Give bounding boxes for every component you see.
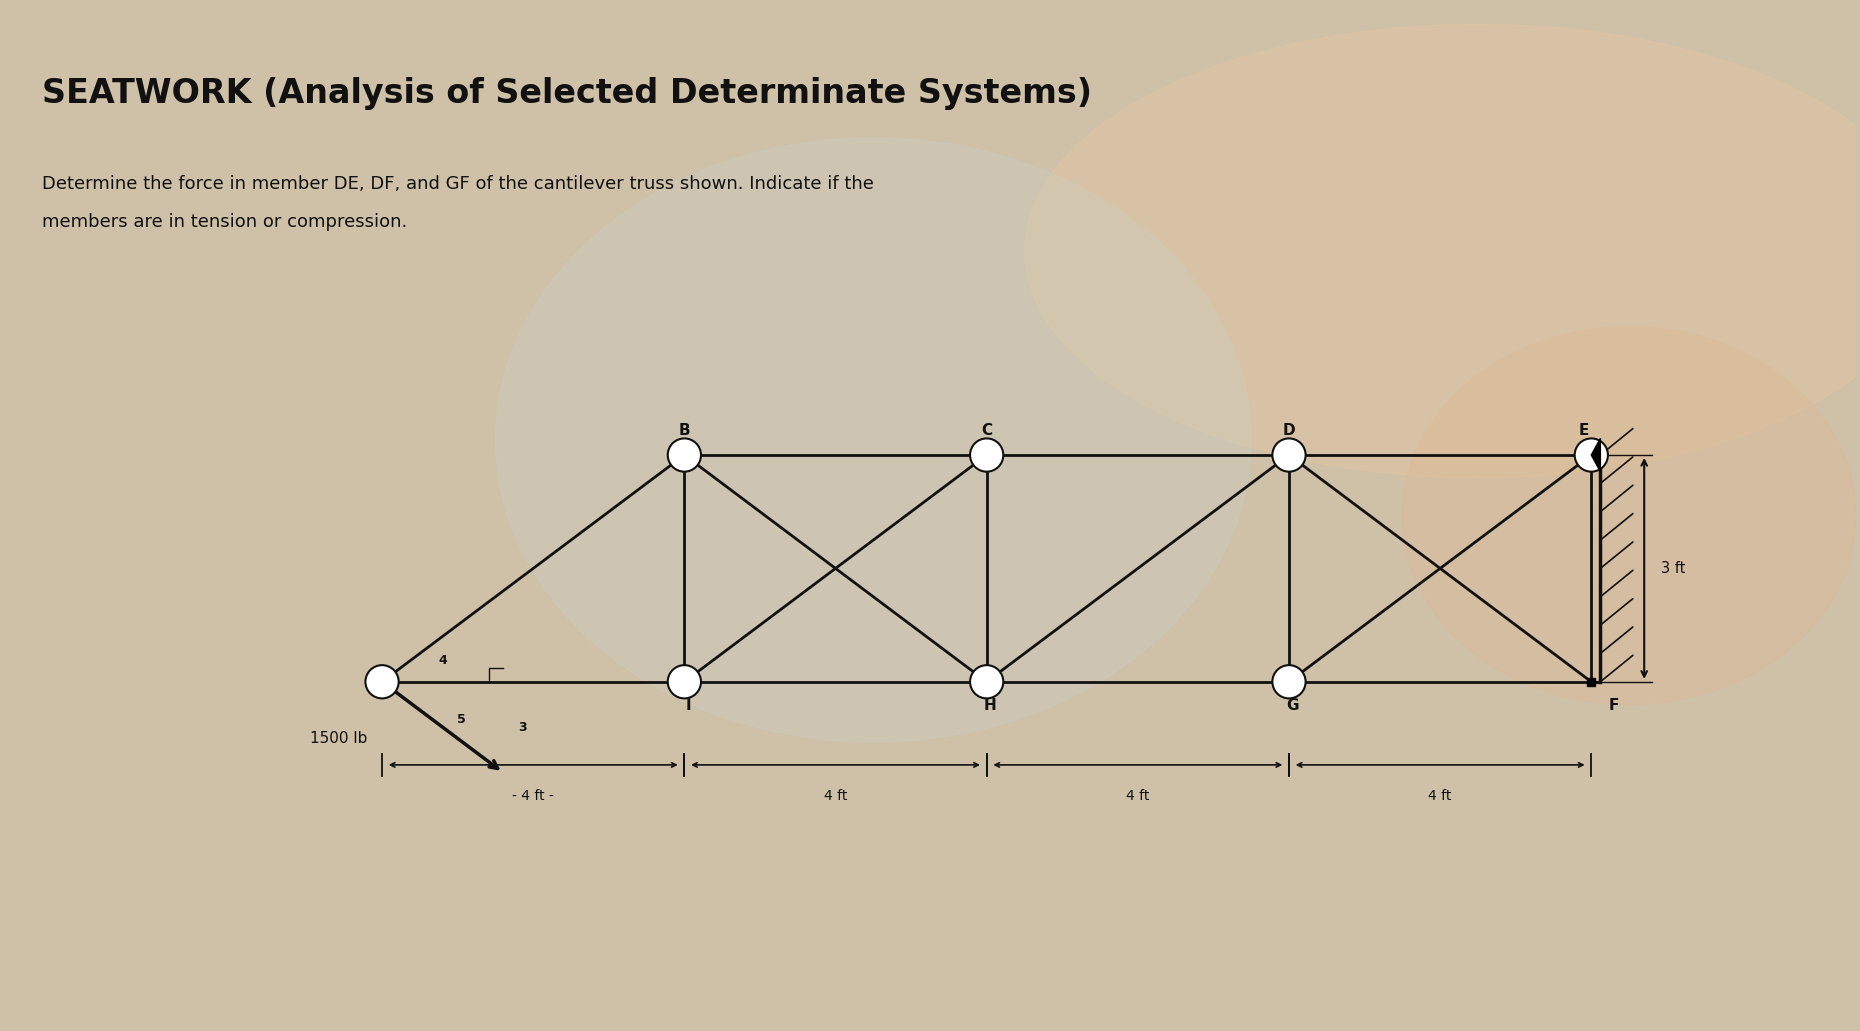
Ellipse shape bbox=[1025, 25, 1860, 477]
Circle shape bbox=[971, 438, 1003, 471]
Text: I: I bbox=[684, 698, 690, 713]
Circle shape bbox=[668, 665, 701, 698]
Text: B: B bbox=[679, 424, 690, 438]
Text: 3 ft: 3 ft bbox=[1661, 561, 1685, 576]
Circle shape bbox=[971, 665, 1003, 698]
Ellipse shape bbox=[1402, 327, 1856, 704]
Text: 4 ft: 4 ft bbox=[824, 789, 846, 803]
Circle shape bbox=[668, 438, 701, 471]
Text: C: C bbox=[980, 424, 991, 438]
Text: 4 ft: 4 ft bbox=[1125, 789, 1149, 803]
Text: D: D bbox=[1283, 424, 1295, 438]
Polygon shape bbox=[1592, 438, 1600, 471]
Text: SEATWORK (Analysis of Selected Determinate Systems): SEATWORK (Analysis of Selected Determina… bbox=[43, 77, 1092, 110]
Text: 4: 4 bbox=[439, 654, 446, 667]
Circle shape bbox=[365, 665, 398, 698]
Text: F: F bbox=[1609, 698, 1620, 713]
Text: 3: 3 bbox=[519, 721, 526, 734]
Text: Determine the force in member DE, DF, and GF of the cantilever truss shown. Indi: Determine the force in member DE, DF, an… bbox=[43, 175, 874, 194]
Text: 5: 5 bbox=[458, 713, 465, 726]
Text: H: H bbox=[984, 698, 997, 713]
Circle shape bbox=[1272, 665, 1306, 698]
Text: G: G bbox=[1287, 698, 1298, 713]
Ellipse shape bbox=[495, 137, 1252, 742]
Text: 4 ft: 4 ft bbox=[1428, 789, 1453, 803]
Circle shape bbox=[1272, 438, 1306, 471]
Circle shape bbox=[1575, 438, 1607, 471]
Text: E: E bbox=[1579, 424, 1588, 438]
Text: members are in tension or compression.: members are in tension or compression. bbox=[43, 213, 407, 231]
Text: 1500 lb: 1500 lb bbox=[309, 731, 366, 746]
Text: - 4 ft -: - 4 ft - bbox=[512, 789, 554, 803]
